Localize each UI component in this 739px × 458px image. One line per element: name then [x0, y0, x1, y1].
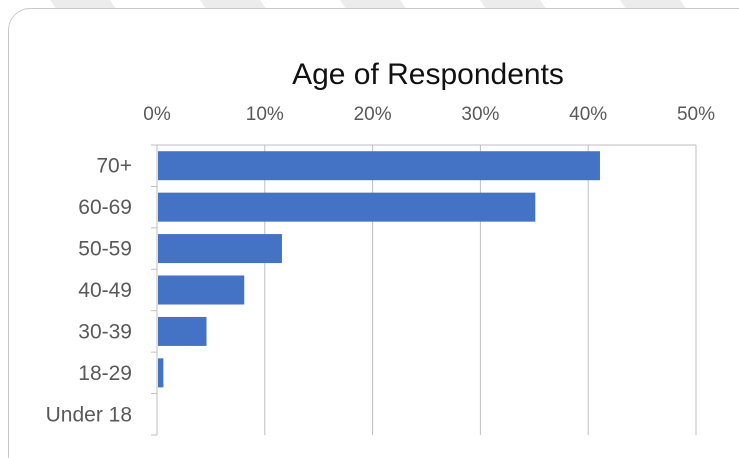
category-label: 40-49 — [78, 279, 132, 302]
bar-50-59 — [158, 234, 282, 264]
category-label: 30-39 — [78, 320, 132, 343]
category-labels: 70+ 60-69 50-59 40-49 30-39 18-29 Under 18 — [46, 155, 132, 427]
bar-30-39 — [158, 316, 207, 346]
bar-70- — [158, 151, 600, 181]
category-label: 18-29 — [78, 362, 132, 385]
bar-60-69 — [158, 192, 536, 222]
bar-18-29 — [158, 358, 164, 388]
x-tick-label: 50% — [677, 104, 715, 125]
x-axis-ticks: 0% 10% 20% 30% 40% 50% — [143, 104, 715, 125]
category-label: 50-59 — [78, 238, 132, 261]
category-label: 70+ — [96, 155, 132, 178]
bar-40-49 — [158, 275, 245, 305]
x-tick-label: 20% — [354, 104, 392, 125]
category-label: 60-69 — [78, 196, 132, 219]
y-axis — [151, 144, 158, 436]
chart-card — [8, 8, 739, 458]
x-tick-label: 30% — [461, 104, 499, 125]
category-label: Under 18 — [46, 403, 132, 426]
x-tick-label: 40% — [569, 104, 607, 125]
chart-title: Age of Respondents — [292, 58, 564, 91]
bars — [158, 151, 600, 388]
x-tick-label: 10% — [246, 104, 284, 125]
x-tick-label: 0% — [143, 104, 171, 125]
